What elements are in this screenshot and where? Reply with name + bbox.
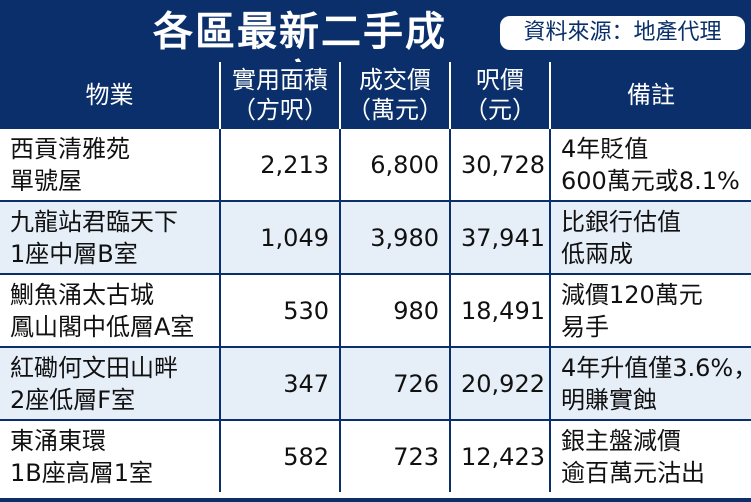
cell-remarks: 4年升值僅3.6%， 明賺實蝕 [549, 346, 751, 420]
cell-property: 九龍站君臨天下 1座中層B室 [0, 200, 220, 274]
remark-line1: 比銀行估值 [561, 207, 681, 236]
title-bar: 各區最新二手成交 資料來源：地產代理 [0, 0, 751, 103]
cell-property: 東涌東環 1B座高層1室 [0, 419, 220, 492]
remark-line1: 4年升值僅3.6%， [561, 353, 751, 382]
cell-price: 726 [339, 346, 450, 420]
remark-line2: 600萬元或8.1% [561, 166, 740, 195]
property-name-line2: 單號屋 [10, 166, 82, 195]
page-title: 各區最新二手成交 [153, 9, 447, 103]
column-header-remarks: 備註 [549, 62, 751, 128]
remark-line2: 明賺實蝕 [561, 385, 657, 414]
property-name-line2: 1座中層B室 [10, 239, 138, 268]
property-name-line1: 紅磡何文田山畔 [10, 353, 178, 382]
remark-line2: 易手 [561, 312, 609, 341]
table-header-row: 物業 實用面積 （方呎） 成交價 （萬元） 呎價 （元） 備註 [0, 62, 751, 128]
cell-price: 980 [339, 273, 450, 347]
table-row: 鰂魚涌太古城 鳳山閣中低層A室 530 980 18,491 減價120萬元 易… [0, 273, 751, 347]
property-name-line2: 鳳山閣中低層A室 [10, 312, 195, 341]
column-header-line1: 實用面積 [232, 65, 328, 94]
cell-property: 西貢清雅苑 單號屋 [0, 127, 220, 201]
column-header-line2: （方呎） [232, 95, 328, 124]
transactions-table: 物業 實用面積 （方呎） 成交價 （萬元） 呎價 （元） 備註 [0, 62, 751, 492]
cell-property: 紅磡何文田山畔 2座低層F室 [0, 346, 220, 420]
column-header-psf: 呎價 （元） [449, 62, 550, 128]
bottom-border [0, 498, 751, 502]
cell-remarks: 4年貶值 600萬元或8.1% [549, 127, 751, 201]
column-header-line1: 物業 [85, 80, 134, 109]
property-name-line1: 西貢清雅苑 [10, 134, 130, 163]
cell-psf: 12,423 [449, 419, 550, 492]
property-name-line1: 鰂魚涌太古城 [10, 280, 154, 309]
table-row: 東涌東環 1B座高層1室 582 723 12,423 銀主盤減價 逾百萬元沽出 [0, 419, 751, 492]
cell-psf: 20,922 [449, 346, 550, 420]
column-header-area: 實用面積 （方呎） [219, 62, 340, 128]
cell-psf: 18,491 [449, 273, 550, 347]
cell-area: 530 [219, 273, 340, 347]
column-header-line1: 備註 [627, 80, 675, 109]
column-header-price: 成交價 （萬元） [339, 62, 450, 128]
table-row: 九龍站君臨天下 1座中層B室 1,049 3,980 37,941 比銀行估值 … [0, 200, 751, 274]
table-row: 紅磡何文田山畔 2座低層F室 347 726 20,922 4年升值僅3.6%，… [0, 346, 751, 420]
cell-property: 鰂魚涌太古城 鳳山閣中低層A室 [0, 273, 220, 347]
source-badge: 資料來源：地產代理 [500, 16, 745, 50]
remark-line1: 減價120萬元 [561, 280, 703, 309]
remark-line1: 銀主盤減價 [561, 426, 681, 455]
property-name-line2: 2座低層F室 [10, 385, 136, 414]
column-header-line2: （元） [464, 95, 536, 124]
cell-price: 6,800 [339, 127, 450, 201]
cell-area: 1,049 [219, 200, 340, 274]
cell-psf: 30,728 [449, 127, 550, 201]
column-header-line1: 成交價 [359, 65, 431, 94]
property-name-line1: 東涌東環 [10, 426, 106, 455]
column-header-line1: 呎價 [476, 65, 524, 94]
cell-remarks: 減價120萬元 易手 [549, 273, 751, 347]
column-header-line2: （萬元） [347, 95, 443, 124]
table-row: 西貢清雅苑 單號屋 2,213 6,800 30,728 4年貶值 600萬元或… [0, 127, 751, 201]
property-name-line1: 九龍站君臨天下 [10, 207, 178, 236]
cell-price: 723 [339, 419, 450, 492]
remark-line2: 低兩成 [561, 239, 633, 268]
cell-remarks: 比銀行估值 低兩成 [549, 200, 751, 274]
cell-psf: 37,941 [449, 200, 550, 274]
property-name-line2: 1B座高層1室 [10, 458, 154, 487]
cell-area: 2,213 [219, 127, 340, 201]
cell-price: 3,980 [339, 200, 450, 274]
remark-line1: 4年貶值 [561, 134, 649, 163]
remark-line2: 逾百萬元沽出 [561, 458, 705, 487]
column-header-property: 物業 [0, 62, 220, 128]
cell-area: 347 [219, 346, 340, 420]
cell-area: 582 [219, 419, 340, 492]
cell-remarks: 銀主盤減價 逾百萬元沽出 [549, 419, 751, 492]
